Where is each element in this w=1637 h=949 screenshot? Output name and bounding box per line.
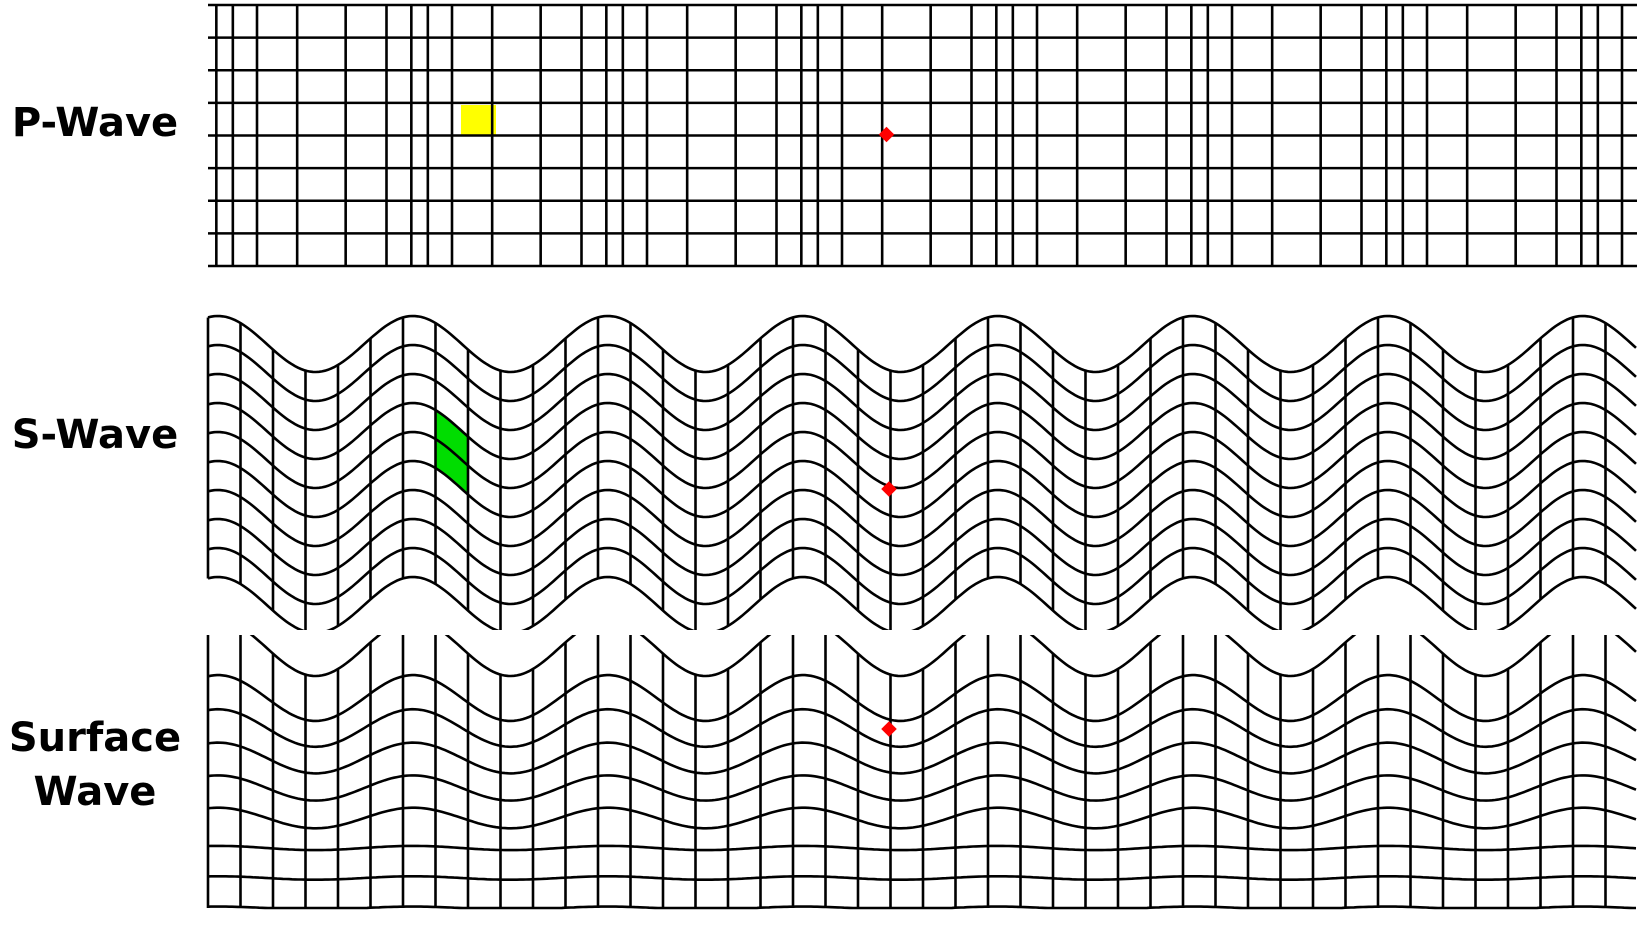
s-wave-row-line	[207, 314, 1637, 374]
surface-wave-label-line-1: Surface	[8, 715, 182, 761]
surface-wave-panel: Surface Wave	[0, 635, 1637, 949]
s-wave-label: S-Wave	[0, 408, 190, 462]
p-wave-label-line: P-Wave	[11, 100, 179, 146]
p-wave-label: P-Wave	[0, 96, 190, 150]
p-wave-highlight-cell	[461, 105, 496, 135]
s-wave-row-line	[207, 575, 1637, 630]
p-wave-grid	[208, 3, 1637, 268]
surface-wave-marker-dot	[881, 721, 897, 737]
surface-wave-grid	[206, 635, 1637, 910]
surface-wave-label-line-2: Wave	[33, 769, 157, 815]
p-wave-marker-dot	[878, 126, 895, 143]
s-wave-grid	[206, 314, 1637, 630]
s-wave-label-line: S-Wave	[11, 412, 179, 458]
p-wave-panel: P-Wave	[0, 0, 1637, 280]
s-wave-panel: S-Wave	[0, 305, 1637, 630]
surface-wave-label: Surface Wave	[0, 711, 190, 819]
